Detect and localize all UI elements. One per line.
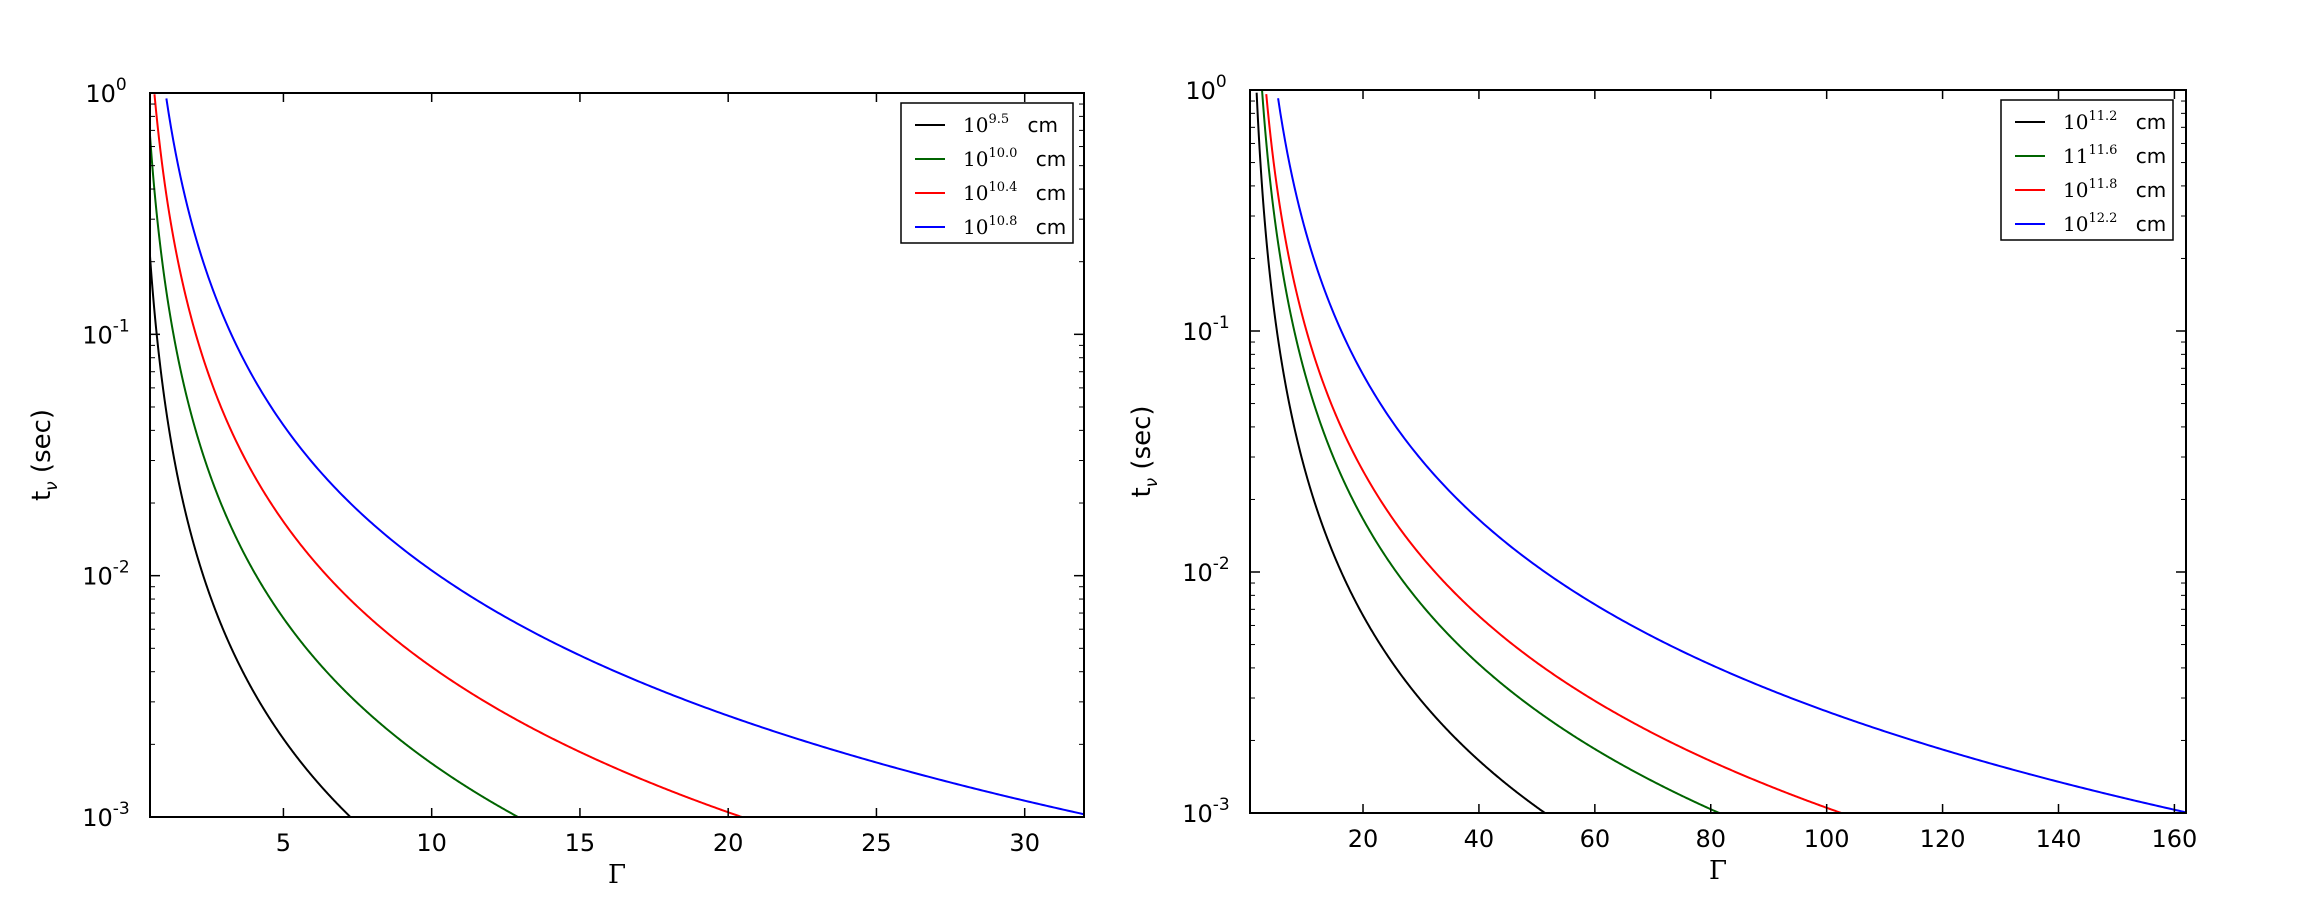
series-line-11.6 bbox=[1261, 90, 1720, 813]
right-chart-panel: 20 40 60 80 100 120 140 160 100 10-1 10-2 10-3 Γtν (… bbox=[1127, 72, 2197, 886]
y-axis-title: tν (sec) bbox=[1127, 405, 1162, 497]
x-tick-label: 10 bbox=[416, 829, 447, 857]
series-line-10.4 bbox=[153, 94, 743, 817]
y-tick-label: 100 bbox=[85, 75, 126, 108]
y-axis-title: tν (sec) bbox=[27, 409, 62, 501]
left-chart-panel: 5 10 15 20 25 30 100 10-1 10-2 10-3 Γtν (sec) 109.5… bbox=[27, 75, 1085, 890]
x-tick-label: 5 bbox=[276, 829, 291, 857]
x-tick-label: 20 bbox=[713, 829, 744, 857]
legend-entry: 1010.4 cm bbox=[963, 180, 1066, 205]
x-tick-label: 60 bbox=[1580, 825, 1611, 853]
y-tick-label: 10-3 bbox=[82, 799, 130, 832]
plot-frame bbox=[149, 92, 1085, 818]
legend-entry: 1012.2 cm bbox=[2063, 211, 2166, 236]
y-tick-label: 10-3 bbox=[1182, 795, 1230, 828]
plot-frame bbox=[1249, 89, 2187, 814]
x-tick-label: 120 bbox=[1920, 825, 1966, 853]
legend-entry: 1010.0 cm bbox=[963, 146, 1066, 171]
x-tick-label: 20 bbox=[1348, 825, 1379, 853]
y-tick-label: 10-2 bbox=[1182, 554, 1230, 587]
legend-entry: 109.5 cm bbox=[963, 112, 1058, 137]
legend-box bbox=[2000, 99, 2174, 241]
x-tick-label: 100 bbox=[1804, 825, 1850, 853]
x-tick-label: 140 bbox=[2036, 825, 2082, 853]
y-tick-label: 10-2 bbox=[82, 558, 130, 591]
legend: 1011.2 cm 1111.6 cm 1011.8 cm 1012.2 cm bbox=[2000, 99, 2174, 241]
legend-entry: 1010.8 cm bbox=[963, 214, 1066, 239]
series-line-9.5 bbox=[150, 256, 352, 817]
legend-entry: 1011.8 cm bbox=[2063, 177, 2166, 202]
series-group bbox=[1255, 90, 2186, 813]
series-group bbox=[150, 94, 1084, 817]
legend-box bbox=[900, 102, 1074, 244]
x-tick-label: 25 bbox=[861, 829, 892, 857]
series-line-11.8 bbox=[1265, 94, 1842, 813]
legend: 109.5 cm 1010.0 cm 1010.4 cm 1010.8 cm bbox=[900, 102, 1074, 244]
x-axis-title: Γ bbox=[608, 860, 626, 890]
x-tick-label: 15 bbox=[565, 829, 596, 857]
x-tick-label: 40 bbox=[1464, 825, 1495, 853]
y-tick-label: 10-1 bbox=[1182, 313, 1230, 346]
y-tick-label: 10-1 bbox=[82, 316, 130, 349]
x-tick-label: 80 bbox=[1695, 825, 1726, 853]
series-line-12.2 bbox=[1277, 98, 2186, 813]
x-tick-label: 30 bbox=[1009, 829, 1040, 857]
legend-entry: 1111.6 cm bbox=[2063, 143, 2166, 168]
series-line-10.8 bbox=[165, 98, 1084, 816]
x-axis-title: Γ bbox=[1709, 856, 1727, 886]
legend-entry: 1011.2 cm bbox=[2063, 109, 2166, 134]
y-tick-label: 100 bbox=[1185, 72, 1226, 105]
series-line-10.0 bbox=[150, 135, 519, 817]
series-line-11.2 bbox=[1255, 92, 1546, 813]
x-tick-label: 160 bbox=[2152, 825, 2198, 853]
